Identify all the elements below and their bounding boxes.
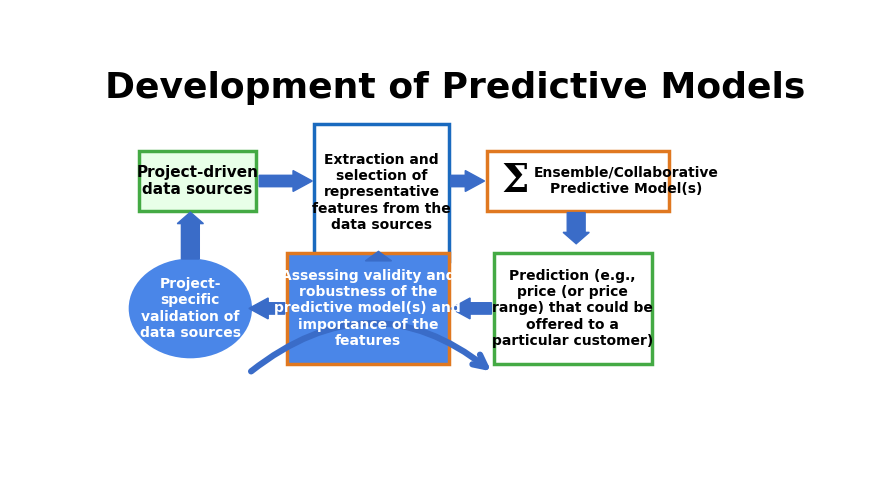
FancyArrow shape bbox=[260, 170, 312, 192]
FancyBboxPatch shape bbox=[287, 253, 449, 364]
Ellipse shape bbox=[130, 260, 251, 357]
FancyArrow shape bbox=[365, 251, 391, 261]
Text: Extraction and
selection of
representative
features from the
data sources: Extraction and selection of representati… bbox=[312, 153, 451, 232]
Text: Prediction (e.g.,
price (or price
range) that could be
offered to a
particular c: Prediction (e.g., price (or price range)… bbox=[493, 269, 653, 348]
FancyArrowPatch shape bbox=[251, 323, 485, 371]
FancyArrow shape bbox=[177, 212, 204, 259]
FancyArrow shape bbox=[451, 170, 485, 192]
FancyBboxPatch shape bbox=[315, 124, 449, 261]
FancyArrow shape bbox=[249, 298, 284, 319]
FancyBboxPatch shape bbox=[139, 151, 256, 211]
FancyArrow shape bbox=[451, 298, 492, 319]
Text: Σ: Σ bbox=[501, 162, 529, 200]
FancyBboxPatch shape bbox=[486, 151, 669, 211]
Text: Assessing validity and
robustness of the
predictive model(s) and
importance of t: Assessing validity and robustness of the… bbox=[275, 269, 461, 348]
Text: Project-
specific
validation of
data sources: Project- specific validation of data sou… bbox=[140, 277, 241, 340]
Text: Project-driven
data sources: Project-driven data sources bbox=[136, 165, 258, 197]
FancyBboxPatch shape bbox=[493, 253, 652, 364]
FancyArrow shape bbox=[563, 212, 589, 244]
Text: Development of Predictive Models: Development of Predictive Models bbox=[106, 71, 805, 105]
Text: Ensemble/Collaborative
Predictive Model(s): Ensemble/Collaborative Predictive Model(… bbox=[533, 166, 718, 196]
